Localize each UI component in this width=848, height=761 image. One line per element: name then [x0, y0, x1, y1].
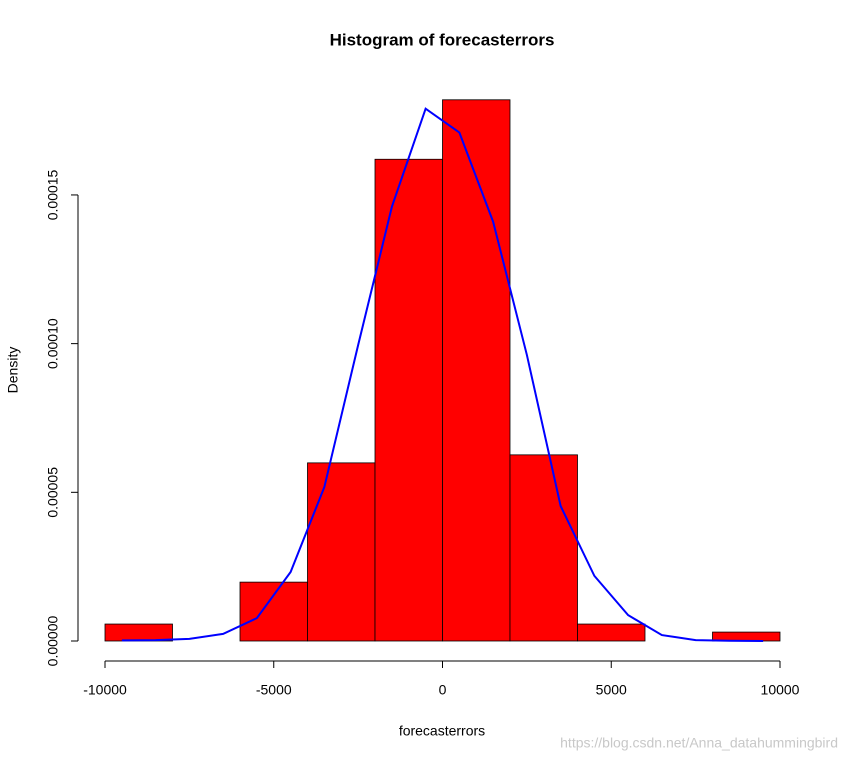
- bar: [307, 462, 376, 642]
- bar: [104, 623, 173, 642]
- x-tick-label: -5000: [256, 682, 292, 698]
- x-axis-label: forecasterrors: [399, 723, 485, 739]
- density-line: [121, 107, 764, 642]
- x-tick-label: 5000: [596, 682, 627, 698]
- y-tick-label: 0.00015: [45, 169, 61, 220]
- bar: [442, 99, 511, 642]
- bar: [577, 623, 646, 642]
- bar: [239, 581, 308, 642]
- x-tick-label: 10000: [761, 682, 800, 698]
- x-tick-label: 0: [439, 682, 447, 698]
- y-tick-label: 0.00005: [45, 467, 61, 518]
- bar: [374, 158, 443, 642]
- y-axis-label: Density: [5, 347, 21, 394]
- watermark: https://blog.csdn.net/Anna_datahummingbi…: [560, 735, 838, 751]
- y-tick-label: 0.00000: [45, 615, 61, 666]
- bar: [509, 454, 578, 642]
- chart-title: Histogram of forecasterrors: [330, 30, 555, 49]
- y-tick-label: 0.00010: [45, 318, 61, 369]
- x-tick-label: -10000: [83, 682, 127, 698]
